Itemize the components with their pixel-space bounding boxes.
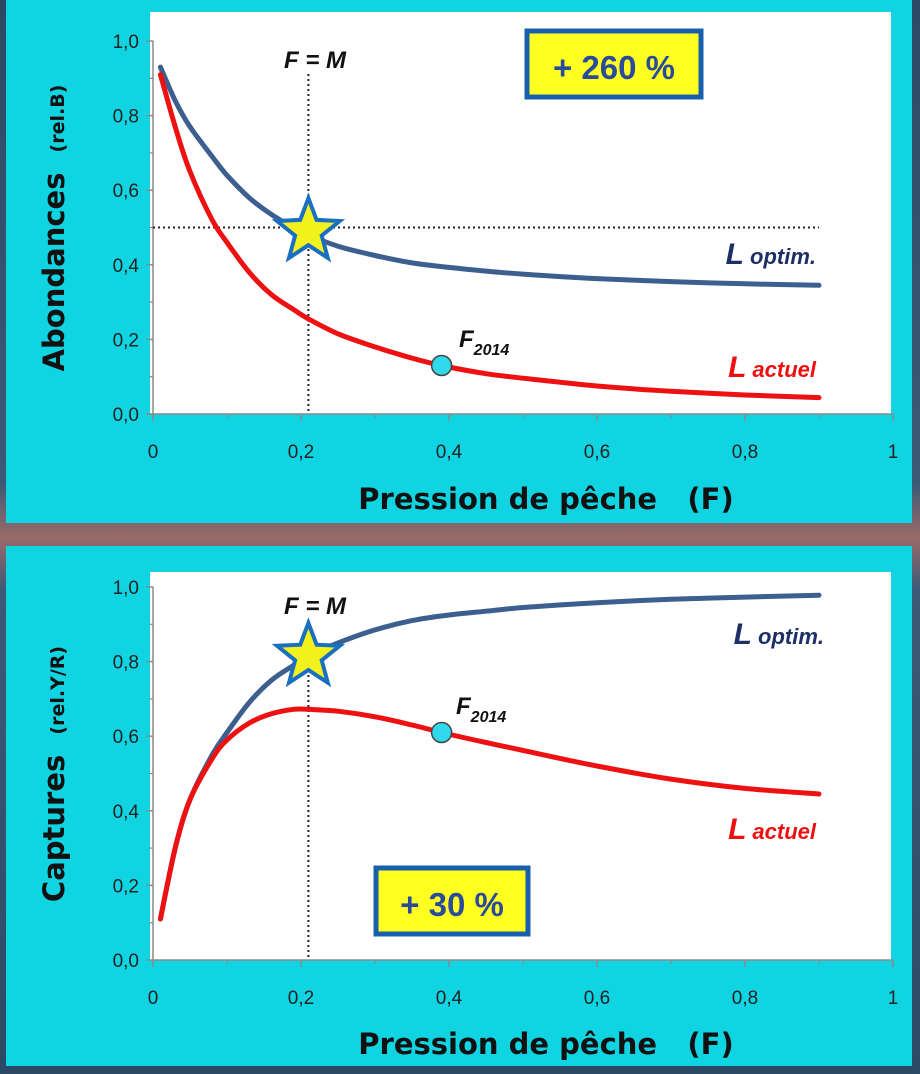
vline-label: F = M (284, 593, 347, 620)
y-tick-label: 0,4 (113, 256, 140, 277)
current-point-label: F2014 (456, 693, 506, 726)
series-lines (157, 592, 822, 922)
markers (271, 192, 453, 377)
x-tick-label: 0,6 (584, 442, 610, 463)
y-tick-label: 0,8 (113, 107, 139, 128)
gain-badge-box (373, 865, 531, 937)
y-tick-label: 0,6 (113, 181, 139, 202)
optimum-star-marker (271, 192, 346, 263)
y-axis-title: Captures (rel.Y/R) (37, 646, 71, 902)
gain-badge-box (524, 28, 704, 100)
series-line-optim (157, 64, 822, 288)
vline-label: F = M (284, 47, 347, 74)
tick-labels: 0,0 0,2 0,4 0,6 0,8 1,0 0 0,2 0,4 0,6 0,8 1 (113, 32, 899, 463)
series-lines (157, 64, 822, 401)
x-tick-label: 0,2 (288, 988, 314, 1009)
x-tick-label: 1 (888, 988, 899, 1009)
y-tick-label: 0,2 (113, 330, 139, 351)
series-line-actuel (157, 706, 822, 922)
x-tick-label: 1 (888, 442, 899, 463)
y-tick-label: 0,8 (113, 653, 139, 674)
gain-badge-text: + 260 % (553, 49, 675, 86)
x-axis-title: Pression de pêche (F) (358, 482, 733, 516)
x-tick-label: 0,4 (436, 988, 463, 1009)
y-tick-label: 1,0 (113, 32, 139, 53)
x-axis-title: Pression de pêche (F) (358, 1027, 733, 1061)
y-tick-label: 1,0 (113, 578, 139, 599)
current-point-label: F2014 (459, 326, 509, 359)
x-tick-label: 0,8 (732, 988, 758, 1009)
current-f-marker (430, 354, 453, 377)
series-line-actuel (157, 72, 822, 401)
x-tick-marks (152, 414, 894, 421)
x-tick-label: 0 (148, 442, 159, 463)
x-tick-label: 0,4 (436, 442, 463, 463)
current-f-marker (430, 721, 453, 744)
plot-area (150, 12, 891, 414)
markers (271, 617, 453, 744)
y-tick-marks (146, 40, 153, 415)
x-tick-label: 0,2 (288, 442, 314, 463)
x-tick-label: 0,6 (584, 988, 610, 1009)
x-tick-label: 0 (148, 988, 159, 1009)
gain-badge-text: + 30 % (400, 886, 504, 923)
x-tick-label: 0,8 (732, 442, 758, 463)
y-tick-label: 0,2 (113, 876, 139, 897)
gain-badge: + 260 % (524, 28, 704, 100)
optimum-star-marker (271, 617, 346, 688)
y-tick-label: 0,0 (113, 405, 139, 426)
catch-chart: 0,0 0,2 0,4 0,6 0,8 1,0 0 0,2 0,4 0,6 0,8 1 Capture… (37, 572, 899, 1061)
x-tick-marks (152, 960, 894, 967)
y-tick-label: 0,4 (113, 802, 140, 823)
y-axis-title: Abondances (rel.B) (37, 85, 71, 372)
gain-badge: + 30 % (373, 865, 531, 937)
abundance-chart-panel: 0,0 0,2 0,4 0,6 0,8 1,0 0 0,2 0,4 0,6 0,8 1 Abondan… (6, 0, 912, 523)
catch-chart-panel: 0,0 0,2 0,4 0,6 0,8 1,0 0 0,2 0,4 0,6 0,8 1 Capture… (6, 546, 912, 1066)
y-tick-label: 0,0 (113, 951, 139, 972)
tick-labels: 0,0 0,2 0,4 0,6 0,8 1,0 0 0,2 0,4 0,6 0,8 1 (113, 578, 899, 1009)
y-tick-label: 0,6 (113, 727, 139, 748)
abundance-chart: 0,0 0,2 0,4 0,6 0,8 1,0 0 0,2 0,4 0,6 0,8 1 Abondan… (37, 12, 899, 516)
